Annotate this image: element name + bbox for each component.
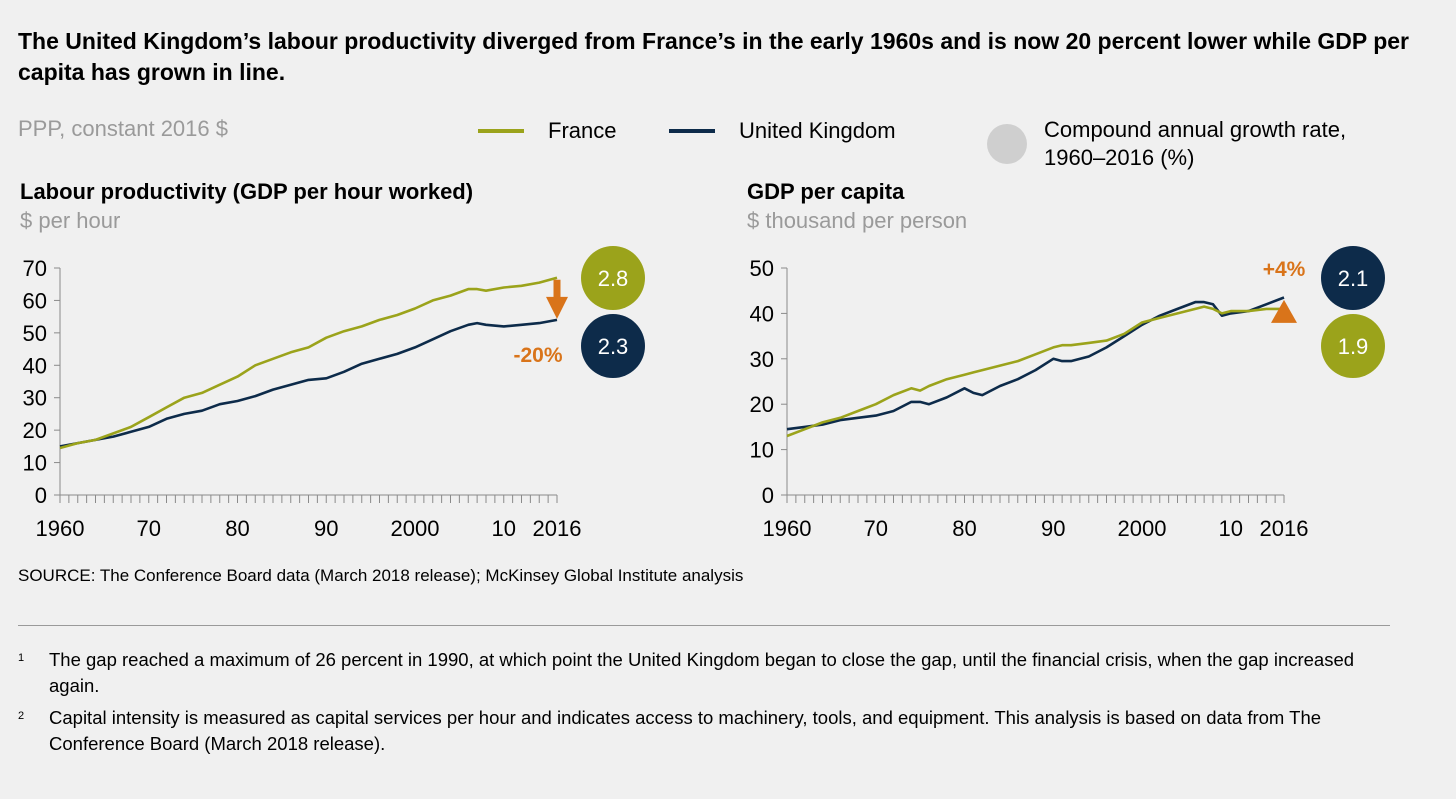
y-tick-label: 50: [750, 256, 774, 281]
cagr-value-uk: 2.1: [1338, 266, 1369, 291]
series-line-france: [786, 305, 1284, 438]
x-tick-label: 2016: [533, 516, 582, 541]
legend-cagr-dot: [987, 124, 1027, 164]
cagr-value-uk: 2.3: [598, 334, 629, 359]
x-tick-label: 1960: [36, 516, 85, 541]
x-tick-label: 1960: [763, 516, 812, 541]
cagr-circle-uk: [581, 314, 645, 378]
cagr-value-france: 1.9: [1338, 334, 1369, 359]
footnote-text: Capital intensity is measured as capital…: [49, 707, 1322, 754]
y-tick-label: 30: [750, 347, 774, 372]
x-tick-label: 90: [314, 516, 338, 541]
x-tick-label: 2000: [1118, 516, 1167, 541]
annotation-label: +4%: [1263, 258, 1306, 281]
annotation-arrow-head: [1271, 299, 1297, 323]
series-line-uk: [59, 318, 558, 448]
legend-france: France: [478, 118, 616, 144]
left-chart-ylabel: $ per hour: [20, 208, 121, 233]
cagr-value-france: 2.8: [598, 266, 629, 291]
charts-canvas: 0 10 20 30 40 50 60 70 1960 70 80 90 2000 10 2016 -20% 2…: [23, 246, 1385, 541]
y-tick-label: 10: [750, 438, 774, 463]
footnote-1: 1 The gap reached a maximum of 26 percen…: [18, 647, 1358, 699]
footnote-2: 2 Capital intensity is measured as capit…: [18, 705, 1358, 757]
divider: [18, 625, 1390, 626]
y-tick-label: 40: [750, 301, 774, 326]
left-chart-title: Labour productivity (GDP per hour worked…: [20, 179, 474, 204]
source-note: SOURCE: The Conference Board data (March…: [18, 566, 744, 585]
series-line-france: [59, 276, 558, 450]
footnote-text: The gap reached a maximum of 26 percent …: [49, 649, 1355, 696]
legend-line-france: [478, 129, 524, 133]
cagr-circle-france: [1321, 314, 1385, 378]
x-tick-label: 90: [1041, 516, 1065, 541]
legend-line-uk: [669, 129, 715, 133]
y-tick-label: 40: [23, 353, 47, 378]
y-tick-label: 60: [23, 288, 47, 313]
annotation-arrow-shaft: [553, 279, 561, 299]
cagr-circle-france: [581, 246, 645, 310]
cagr-circle-uk: [1321, 246, 1385, 310]
x-tick-label: 70: [137, 516, 161, 541]
footnote-number: 2: [18, 710, 25, 722]
y-tick-label: 30: [23, 386, 47, 411]
x-tick-label: 80: [225, 516, 249, 541]
legend-label-uk: United Kingdom: [739, 118, 896, 143]
x-tick-label: 10: [492, 516, 516, 541]
footnote-number: 1: [18, 652, 25, 664]
x-tick-label: 2016: [1260, 516, 1309, 541]
legend-uk: United Kingdom: [669, 118, 896, 144]
x-tick-label: 80: [952, 516, 976, 541]
series-line-uk: [786, 296, 1285, 431]
y-tick-label: 20: [750, 392, 774, 417]
figure-title: The United Kingdom’s labour productivity…: [18, 28, 1409, 85]
x-tick-label: 10: [1219, 516, 1243, 541]
labour-productivity-chart: 0 10 20 30 40 50 60 70 1960 70 80 90 2000 10 2016 -20% 2…: [23, 246, 645, 541]
y-tick-label: 10: [23, 451, 47, 476]
x-tick-label: 70: [864, 516, 888, 541]
right-chart-ylabel: $ thousand per person: [747, 208, 968, 233]
annotation-label: -20%: [513, 344, 562, 367]
x-tick-label: 2000: [391, 516, 440, 541]
units-note: PPP, constant 2016 $: [18, 116, 228, 141]
y-tick-label: 0: [35, 483, 47, 508]
right-chart-title: GDP per capita: [747, 179, 905, 204]
y-tick-label: 70: [23, 256, 47, 281]
y-tick-label: 0: [762, 483, 774, 508]
legend-label-cagr: Compound annual growth rate, 1960–2016 (…: [1044, 117, 1347, 170]
y-tick-label: 50: [23, 321, 47, 346]
gdp-per-capita-chart: 0 10 20 30 40 50 1960 70 80 90 2000 10 2016 +4% 2.1 1.9: [750, 246, 1385, 541]
y-tick-label: 20: [23, 418, 47, 443]
annotation-arrow-head: [546, 296, 568, 319]
legend-label-france: France: [548, 118, 617, 143]
